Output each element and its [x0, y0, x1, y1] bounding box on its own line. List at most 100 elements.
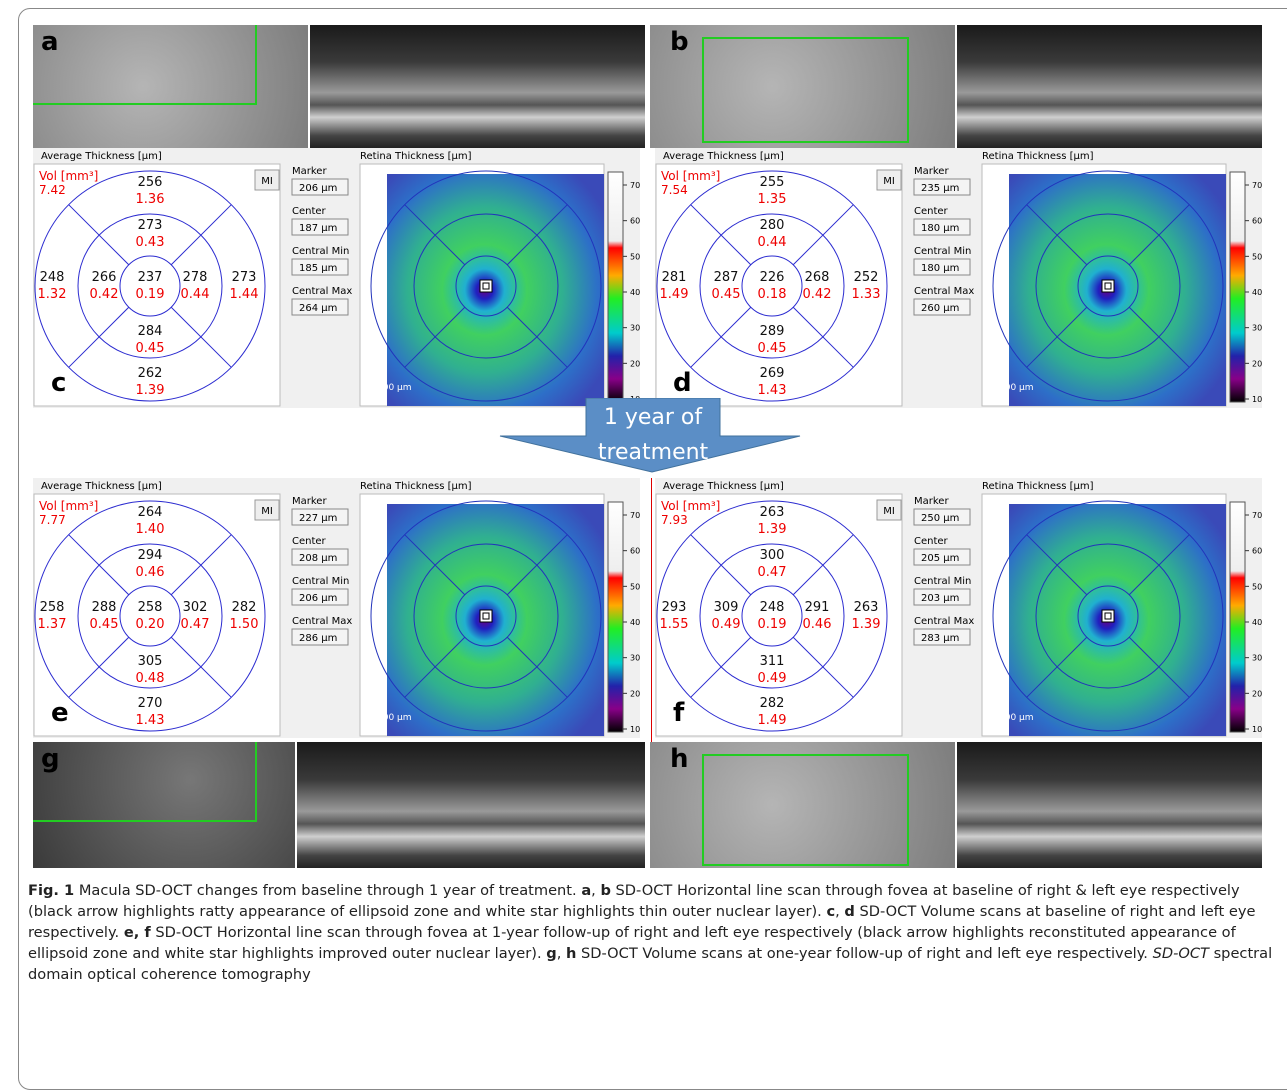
vol-value: 7.54	[661, 183, 688, 197]
vol-label: Vol [mm³]	[39, 499, 98, 513]
thickness-value: 281	[662, 270, 687, 285]
oct-image	[297, 742, 645, 868]
volume-value: 1.49	[758, 713, 787, 728]
field-value: 286 µm	[299, 633, 337, 644]
section-title: Retina Thickness [µm]	[360, 151, 472, 162]
colorbar-label: 400	[630, 288, 640, 297]
caption-text: Macula SD-OCT changes from baseline thro…	[74, 882, 581, 899]
colorbar-label: 600	[630, 547, 640, 556]
thickness-value: 273	[138, 218, 163, 233]
oct-image	[957, 742, 1262, 868]
colorbar-label: 300	[630, 324, 640, 333]
field-label: Marker	[292, 166, 327, 177]
mi-label: MI	[883, 176, 895, 187]
volume-value: 0.42	[90, 287, 119, 302]
field-value: 180 µm	[921, 263, 959, 274]
scale-label: 200 µm	[999, 713, 1034, 723]
volume-value: 0.20	[136, 617, 165, 632]
fundus-image: a	[33, 25, 308, 148]
vol-label: Vol [mm³]	[661, 499, 720, 513]
caption-text: h	[566, 945, 576, 962]
scale-label: 200 µm	[999, 383, 1034, 393]
caption-text: d	[844, 903, 854, 920]
colorbar-label: 600	[1252, 217, 1262, 226]
volume-value: 1.44	[230, 287, 259, 302]
volume-value: 0.45	[90, 617, 119, 632]
field-label: Central Max	[292, 616, 352, 627]
colorbar-label: 100	[630, 725, 640, 734]
field-label: Center	[292, 536, 327, 547]
fundus-image: g	[33, 742, 295, 868]
volume-value: 1.32	[38, 287, 67, 302]
colorbar-label: 100	[1252, 725, 1262, 734]
thickness-value: 256	[138, 175, 163, 190]
scan-line	[33, 742, 257, 822]
colorbar-label: 500	[630, 582, 640, 591]
field-value: 205 µm	[921, 553, 959, 564]
thickness-value: 263	[854, 600, 879, 615]
field-label: Central Min	[914, 576, 971, 587]
oct-image	[957, 25, 1262, 148]
field-label: Marker	[914, 166, 949, 177]
colorbar-label: 300	[1252, 654, 1262, 663]
thickness-value: 305	[138, 654, 163, 669]
thickness-value: 248	[40, 270, 65, 285]
thickness-value: 270	[138, 696, 163, 711]
volume-value: 0.19	[136, 287, 165, 302]
volume-value: 0.18	[758, 287, 787, 302]
colorbar	[1230, 502, 1245, 732]
thickness-value: 278	[183, 270, 208, 285]
volume-value: 0.46	[803, 617, 832, 632]
field-value: 227 µm	[299, 513, 337, 524]
volume-value: 1.37	[38, 617, 67, 632]
field-value: 208 µm	[299, 553, 337, 564]
section-title: Average Thickness [µm]	[663, 481, 784, 492]
panel-label: c	[51, 368, 66, 398]
thickness-panel: Average Thickness [µm]Vol [mm³]7.77MI264…	[33, 478, 640, 738]
thickness-value: 289	[760, 324, 785, 339]
scan-box	[702, 754, 909, 866]
treatment-arrow: 1 year of treatment	[490, 398, 810, 474]
image-label: b	[670, 27, 689, 57]
panel-label: f	[673, 698, 685, 728]
thickness-value: 269	[760, 366, 785, 381]
colorbar-label: 200	[1252, 359, 1262, 368]
thickness-value: 273	[232, 270, 257, 285]
caption: Fig. 1 Macula SD-OCT changes from baseli…	[28, 880, 1278, 985]
volume-value: 1.39	[136, 383, 165, 398]
volume-value: 0.47	[181, 617, 210, 632]
vol-label: Vol [mm³]	[661, 169, 720, 183]
colorbar-label: 200	[630, 359, 640, 368]
field-label: Center	[292, 206, 327, 217]
vol-label: Vol [mm³]	[39, 169, 98, 183]
page: a b g h Average Thickness [µm]Vol [mm³]7…	[0, 0, 1287, 1012]
scale-label: 200 µm	[377, 713, 412, 723]
colorbar-label: 700	[630, 181, 640, 190]
volume-value: 0.47	[758, 565, 787, 580]
thickness-value: 282	[760, 696, 785, 711]
thickness-value: 252	[854, 270, 879, 285]
field-label: Central Min	[292, 246, 349, 257]
colorbar-label: 500	[630, 252, 640, 261]
field-value: 185 µm	[299, 263, 337, 274]
volume-value: 1.36	[136, 192, 165, 207]
volume-value: 0.48	[136, 671, 165, 686]
colorbar-label: 100	[1252, 395, 1262, 404]
volume-value: 1.49	[660, 287, 689, 302]
colorbar-label: 600	[630, 217, 640, 226]
colorbar-label: 300	[630, 654, 640, 663]
section-title: Retina Thickness [µm]	[360, 481, 472, 492]
thickness-value: 237	[138, 270, 163, 285]
colorbar-label: 200	[630, 689, 640, 698]
scan-box	[702, 37, 909, 143]
caption-text: b	[600, 882, 610, 899]
panel-label: e	[51, 698, 69, 728]
field-value: 250 µm	[921, 513, 959, 524]
thickness-value: 291	[805, 600, 830, 615]
mi-label: MI	[261, 506, 273, 517]
field-label: Center	[914, 536, 949, 547]
vol-value: 7.42	[39, 183, 66, 197]
thickness-value: 294	[138, 548, 163, 563]
volume-value: 0.46	[136, 565, 165, 580]
field-label: Central Min	[292, 576, 349, 587]
